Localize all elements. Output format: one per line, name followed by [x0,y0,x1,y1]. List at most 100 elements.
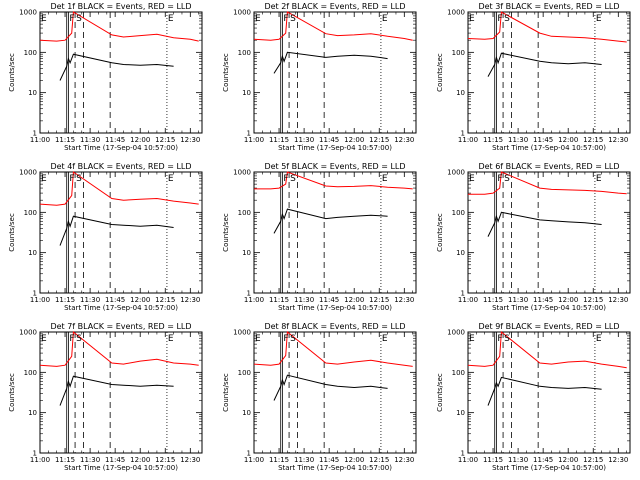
lld-series-line [39,171,199,206]
x-tick-label: 12:15 [369,456,389,464]
interval-marker: E [41,334,47,344]
x-tick-label: 12:00 [558,136,578,144]
x-tick-label: 12:15 [155,296,175,304]
x-tick-label: 12:30 [394,456,414,464]
plot-frame [39,331,203,454]
interval-marker: F [69,174,74,184]
chart-title: Det 6f BLACK = Events, RED = LLD [478,162,619,171]
lld-series-line [253,331,413,367]
x-tick-label: 12:00 [344,456,364,464]
plot-frame [39,11,203,134]
x-tick-label: 11:45 [533,296,553,304]
x-axis-label: Start Time (17-Sep-04 10:57:00) [64,464,178,472]
x-tick-label: 11:45 [533,456,553,464]
interval-marker: S [504,334,510,344]
plot-frame [253,11,417,134]
x-tick-label: 11:30 [508,136,528,144]
y-tick-label: 1 [247,290,251,298]
x-axis-label: Start Time (17-Sep-04 10:57:00) [278,304,392,312]
interval-marker: F [69,14,74,24]
interval-marker: E [168,334,174,344]
interval-marker: E [41,14,47,24]
x-tick-label: 11:30 [80,136,100,144]
interval-marker: S [504,174,510,184]
x-axis-label: Start Time (17-Sep-04 10:57:00) [64,144,178,152]
y-tick-label: 1000 [19,9,37,17]
x-tick-label: 11:15 [55,456,75,464]
y-tick-label: 1000 [233,9,251,17]
x-axis-label: Start Time (17-Sep-04 10:57:00) [492,304,606,312]
x-tick-label: 12:15 [369,136,389,144]
x-tick-label: 12:30 [394,136,414,144]
y-tick-label: 100 [452,369,465,377]
chart-title: Det 2f BLACK = Events, RED = LLD [264,2,405,11]
y-tick-label: 100 [24,49,37,57]
x-tick-label: 12:30 [608,296,628,304]
y-tick-label: 1 [247,130,251,138]
interval-marker: E [596,174,602,184]
plot-frame [253,171,417,294]
x-tick-label: 12:15 [583,296,603,304]
chart-title: Det 5f BLACK = Events, RED = LLD [264,162,405,171]
x-tick-label: 11:15 [55,136,75,144]
interval-marker: E [382,14,388,24]
x-tick-label: 12:15 [369,296,389,304]
events-series-line [59,215,174,246]
chart-panel-8: 1 10 100 1000 11:00 11:15 11:30 11:45 12:00 12:15… [222,322,417,472]
chart-panel-7: 1 10 100 1000 11:00 11:15 11:30 11:45 12:00 12:15… [8,322,203,472]
y-tick-label: 10 [28,409,37,417]
x-tick-label: 11:15 [269,456,289,464]
lld-series-line [39,331,199,367]
chart-title: Det 4f BLACK = Events, RED = LLD [50,162,191,171]
y-axis-label: Counts/sec [222,373,230,412]
interval-marker: S [76,174,82,184]
x-tick-label: 11:00 [30,296,50,304]
chart-panel-4: 1 10 100 1000 11:00 11:15 11:30 11:45 12:00 12:15… [8,162,203,312]
x-tick-label: 11:30 [294,296,314,304]
events-series-line [487,376,602,406]
interval-marker: E [596,14,602,24]
x-tick-label: 11:30 [80,296,100,304]
x-tick-label: 11:30 [508,296,528,304]
plot-frame [467,171,631,294]
y-tick-label: 100 [24,209,37,217]
x-tick-label: 12:00 [558,456,578,464]
y-tick-label: 100 [238,369,251,377]
x-tick-label: 12:15 [583,136,603,144]
y-tick-label: 100 [452,49,465,57]
y-tick-label: 1000 [447,9,465,17]
y-tick-label: 1000 [233,329,251,337]
x-axis-label: Start Time (17-Sep-04 10:57:00) [278,144,392,152]
interval-marker: F [497,14,502,24]
y-tick-label: 10 [28,249,37,257]
y-tick-label: 1 [461,450,465,458]
x-tick-label: 12:15 [583,456,603,464]
x-tick-label: 11:15 [483,456,503,464]
events-series-line [487,211,602,237]
chart-title: Det 9f BLACK = Events, RED = LLD [478,322,619,331]
y-axis-label: Counts/sec [436,373,444,412]
chart-title: Det 7f BLACK = Events, RED = LLD [50,322,191,331]
y-axis-label: Counts/sec [436,53,444,92]
events-series-line [487,52,602,77]
x-tick-label: 12:15 [155,136,175,144]
x-tick-label: 11:45 [533,136,553,144]
x-tick-label: 11:15 [483,296,503,304]
interval-marker: E [469,14,475,24]
y-tick-label: 1000 [19,169,37,177]
events-series-line [59,375,174,406]
y-axis-label: Counts/sec [8,53,16,92]
lld-series-line [39,11,199,42]
x-tick-label: 11:00 [458,456,478,464]
y-tick-label: 10 [456,249,465,257]
interval-marker: E [255,334,261,344]
x-tick-label: 12:30 [180,456,200,464]
lld-series-line [468,171,627,195]
plot-frame [253,331,417,454]
chart-panel-3: 1 10 100 1000 11:00 11:15 11:30 11:45 12:00 12:15… [436,2,631,152]
y-tick-label: 1 [247,450,251,458]
x-tick-label: 11:15 [269,136,289,144]
x-tick-label: 11:00 [458,296,478,304]
chart-title: Det 1f BLACK = Events, RED = LLD [50,2,191,11]
